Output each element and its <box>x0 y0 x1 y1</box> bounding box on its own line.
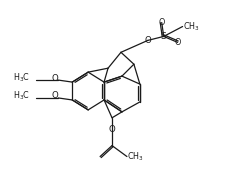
Text: O: O <box>52 74 58 83</box>
Text: S: S <box>160 32 166 41</box>
Text: O: O <box>158 18 164 27</box>
Text: O: O <box>144 36 151 45</box>
Text: CH$_3$: CH$_3$ <box>126 150 143 163</box>
Text: H$_3$C: H$_3$C <box>13 90 30 102</box>
Text: O: O <box>174 38 180 47</box>
Text: H$_3$C: H$_3$C <box>13 72 30 84</box>
Text: CH$_3$: CH$_3$ <box>182 20 199 33</box>
Text: O: O <box>52 91 58 100</box>
Text: O: O <box>108 125 115 134</box>
